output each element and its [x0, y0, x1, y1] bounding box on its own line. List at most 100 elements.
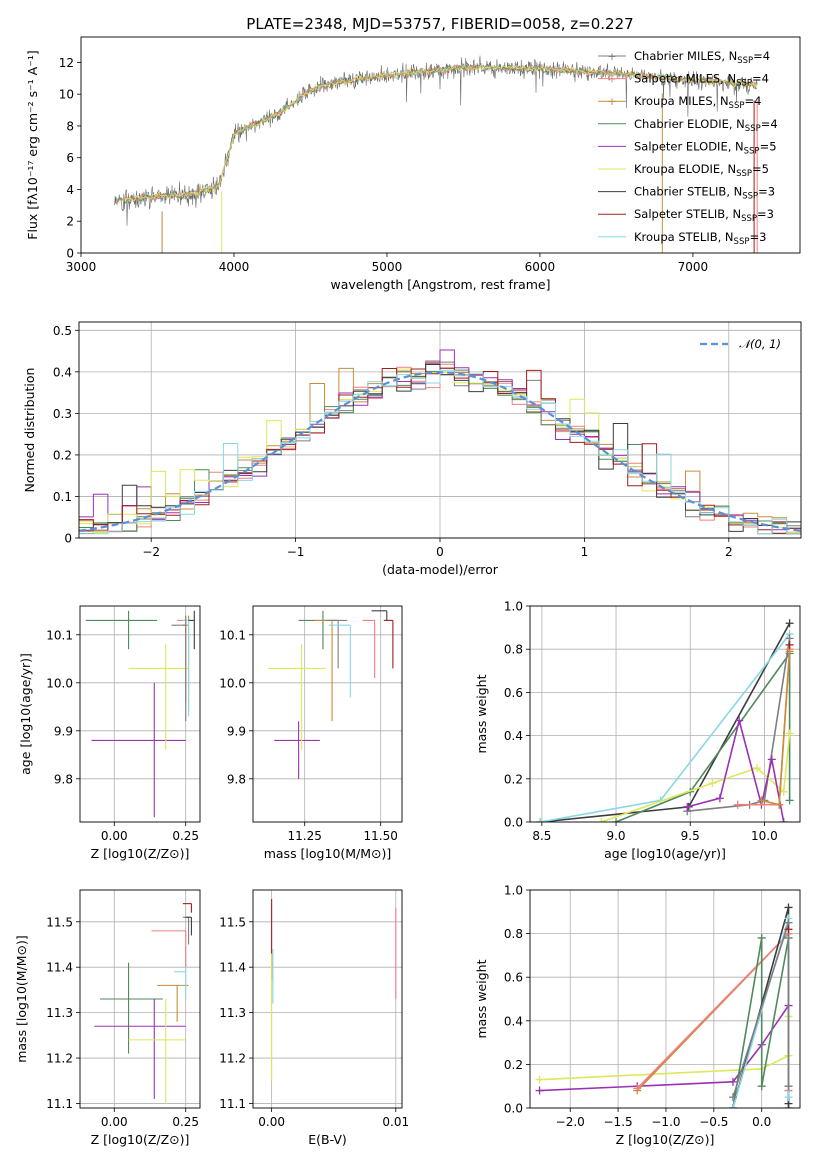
legend-gaussian-label: 𝒩(0, 1) — [739, 337, 781, 351]
y-tick-label: 9.8 — [227, 772, 246, 786]
spectrum-model-line — [115, 63, 758, 203]
y-tick-label: 11.1 — [219, 1097, 246, 1111]
y-tick-label: 0.6 — [504, 686, 523, 700]
plot-area — [536, 619, 794, 822]
x-tick-label: −1.0 — [651, 1115, 680, 1129]
weight-marker — [757, 796, 766, 805]
legend-subscript: SSP — [736, 169, 752, 179]
spectrum-model-line — [115, 64, 758, 204]
y-tick-label: 0.4 — [53, 365, 72, 379]
panel-age-vs-mass: 11.25 11.50 9.8 9.9 10.0 10.1 mass [log10(M/M⊙… — [219, 605, 403, 861]
panel-age-vs-Z: 0.00 0.25 9.8 9.9 10.0 10.1 Z [log10(Z/Z⊙)] age… — [18, 605, 201, 861]
weight-series — [612, 649, 794, 822]
histogram-series — [79, 349, 801, 535]
weight-marker — [785, 796, 794, 805]
errorbar-point — [100, 962, 163, 1054]
errorbar-point — [362, 619, 376, 678]
x-tick-label: 0.25 — [172, 1115, 199, 1129]
x-tick-label: 8.5 — [532, 829, 551, 843]
axes-frame — [529, 605, 801, 823]
axes-frame — [79, 889, 201, 1109]
x-tick-label: −2.0 — [556, 1115, 585, 1129]
plot-area — [268, 610, 394, 779]
errorbar-point — [371, 610, 388, 621]
spectrum-legend: + Chabrier MILES, NSSP=4 + Salpeter MILES, … — [598, 49, 778, 247]
y-axis-label: Normed distribution — [22, 368, 37, 493]
weight-marker — [784, 925, 793, 934]
y-tick-label: 11.5 — [219, 915, 246, 929]
legend-suffix: =4 — [761, 117, 778, 131]
legend-subscript: SSP — [745, 124, 761, 134]
plot-area — [114, 55, 758, 253]
errorbar-point — [128, 644, 189, 750]
errorbar-point — [325, 619, 348, 669]
gaussian-curve — [79, 371, 801, 532]
y-axis-label: mass [log10(M/M⊙)] — [14, 935, 29, 1063]
legend-suffix: =3 — [757, 207, 774, 221]
errorbar-point — [128, 999, 186, 1104]
legend-subscript: SSP — [744, 146, 760, 156]
y-tick-label: 12 — [59, 56, 74, 70]
y-tick-label: 1.0 — [504, 884, 523, 898]
weight-marker — [757, 1082, 766, 1091]
errorbar-point — [313, 619, 339, 722]
weight-line — [732, 922, 790, 1098]
weight-line — [540, 622, 791, 822]
x-tick-label: 6000 — [525, 260, 556, 274]
weight-line — [687, 720, 785, 822]
plot-area — [535, 903, 793, 1108]
errorbar-point — [188, 610, 195, 650]
weight-series — [597, 729, 794, 822]
weight-marker — [708, 779, 717, 788]
weight-marker — [535, 1086, 544, 1095]
weight-marker — [612, 818, 621, 822]
y-tick-label: 0.6 — [504, 971, 523, 985]
x-tick-label: 1 — [581, 545, 589, 559]
y-axis-label: mass weight — [474, 959, 489, 1038]
legend-suffix: =4 — [752, 72, 769, 86]
x-tick-label: 0.0 — [752, 1115, 771, 1129]
y-tick-label: 0 — [66, 247, 74, 261]
legend-marker: + — [607, 95, 616, 108]
y-tick-label: 4 — [66, 183, 74, 197]
errorbar-point — [268, 644, 326, 750]
y-tick-label: 0.5 — [53, 324, 72, 338]
plot-area — [79, 349, 801, 535]
errorbar-point — [171, 615, 187, 722]
y-tick-label: 11.4 — [46, 961, 73, 975]
y-tick-label: 0.2 — [504, 772, 523, 786]
y-tick-label: 6 — [66, 151, 74, 165]
legend-subscript: SSP — [736, 79, 752, 89]
errorbar-point — [91, 682, 186, 818]
y-tick-label: 10.1 — [46, 628, 73, 642]
x-tick-label: 0.00 — [101, 1115, 128, 1129]
y-tick-label: 0 — [64, 532, 72, 546]
y-axis-label: Flux [fλ10⁻¹⁷ erg cm⁻² s⁻¹ A⁻¹] — [25, 50, 40, 239]
y-tick-label: 0.8 — [504, 927, 523, 941]
weight-series — [536, 630, 794, 822]
errorbar-point — [85, 610, 158, 650]
plot-area — [94, 903, 192, 1104]
y-tick-label: 9.9 — [227, 724, 246, 738]
x-axis-label: mass [log10(M/M⊙)] — [264, 846, 392, 861]
panel-weight-vs-Z: −2.0 −1.5 −1.0 −0.5 0.0 0.0 0.2 0.4 0.6 0.8 1.0 Z [… — [474, 884, 801, 1147]
y-tick-label: 1.0 — [504, 600, 523, 614]
axes-frame — [79, 605, 201, 823]
legend-label-5: Kroupa ELODIE, NSSP=5 — [634, 162, 769, 179]
panel-spectrum: 3000 4000 5000 6000 7000 0 2 4 6 8 10 12 wavelength … — [25, 36, 801, 292]
legend-subscript: SSP — [742, 192, 758, 202]
legend-label-8: Kroupa STELIB, NSSP=3 — [634, 230, 766, 247]
y-tick-label: 11.5 — [46, 915, 73, 929]
y-tick-label: 11.1 — [46, 1097, 73, 1111]
y-tick-label: 11.2 — [219, 1052, 246, 1066]
weight-marker — [715, 794, 724, 803]
legend-subscript: SSP — [734, 237, 750, 247]
y-tick-label: 0.2 — [504, 1058, 523, 1072]
legend-label-1: Salpeter MILES, NSSP=4 — [634, 72, 769, 89]
weight-marker — [535, 1075, 544, 1084]
weight-marker — [785, 640, 794, 649]
x-tick-label: 0.00 — [258, 1115, 285, 1129]
axes-frame — [529, 889, 801, 1109]
errorbar-point — [383, 619, 394, 669]
